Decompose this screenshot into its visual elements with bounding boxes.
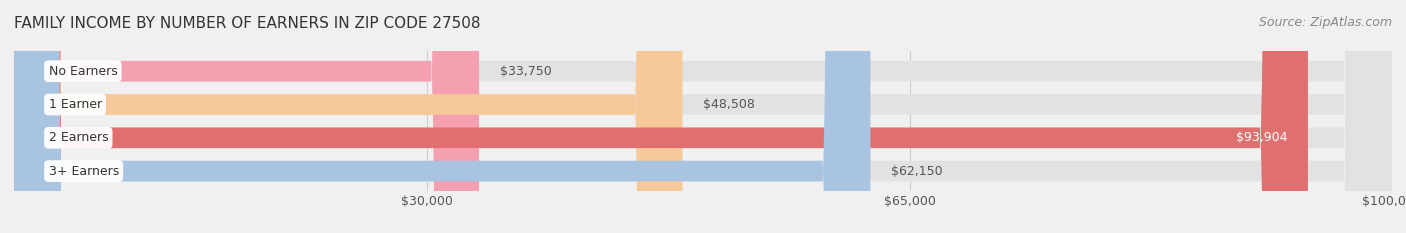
FancyBboxPatch shape xyxy=(14,0,870,233)
FancyBboxPatch shape xyxy=(14,0,1392,233)
FancyBboxPatch shape xyxy=(14,0,682,233)
Text: No Earners: No Earners xyxy=(48,65,117,78)
Text: $93,904: $93,904 xyxy=(1236,131,1288,144)
Text: $48,508: $48,508 xyxy=(703,98,755,111)
Text: 3+ Earners: 3+ Earners xyxy=(48,164,118,178)
FancyBboxPatch shape xyxy=(14,0,1392,233)
Text: 2 Earners: 2 Earners xyxy=(48,131,108,144)
Text: $33,750: $33,750 xyxy=(499,65,551,78)
FancyBboxPatch shape xyxy=(14,0,1308,233)
FancyBboxPatch shape xyxy=(14,0,479,233)
Text: FAMILY INCOME BY NUMBER OF EARNERS IN ZIP CODE 27508: FAMILY INCOME BY NUMBER OF EARNERS IN ZI… xyxy=(14,16,481,31)
FancyBboxPatch shape xyxy=(14,0,1392,233)
Text: 1 Earner: 1 Earner xyxy=(48,98,101,111)
Text: Source: ZipAtlas.com: Source: ZipAtlas.com xyxy=(1258,16,1392,29)
Text: $62,150: $62,150 xyxy=(891,164,942,178)
FancyBboxPatch shape xyxy=(14,0,1392,233)
